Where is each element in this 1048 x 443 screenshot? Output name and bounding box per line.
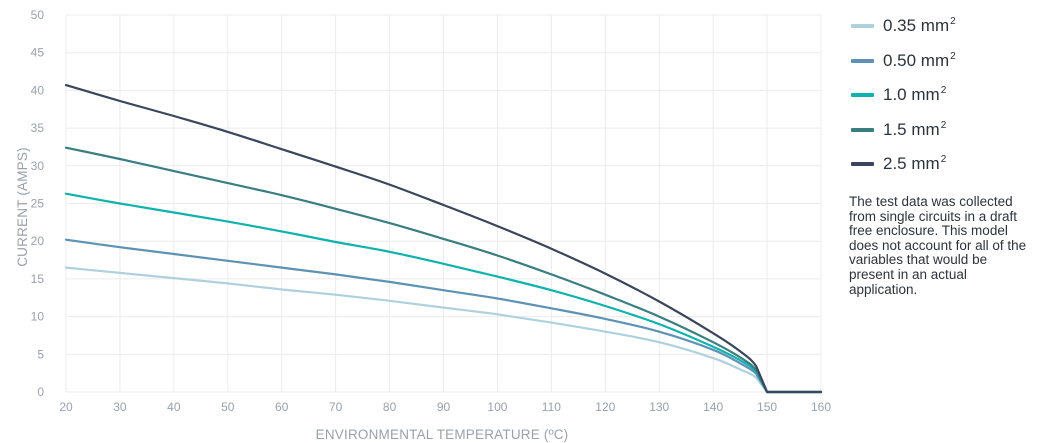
x-tick-label: 30: [113, 400, 127, 414]
legend-label-text: 1.5 mm: [883, 119, 940, 139]
y-tick-label: 35: [31, 121, 45, 135]
grid: [65, 14, 822, 393]
y-tick-label: 45: [31, 46, 45, 60]
x-tick-label: 160: [811, 400, 831, 414]
legend-label-text: 1.0 mm: [883, 85, 940, 105]
legend-unit-superscript: 2: [940, 119, 947, 131]
y-tick-label: 40: [31, 83, 45, 97]
x-tick-label: 20: [59, 400, 73, 414]
series-line-4: [64, 146, 823, 394]
legend-swatch: [851, 127, 874, 132]
x-tick-label: 50: [221, 400, 235, 414]
legend-label: 0.35 mm2: [883, 16, 956, 36]
x-tick-label: 40: [167, 400, 181, 414]
legend-label-text: 2.5 mm: [883, 154, 940, 174]
line-chart: 20 30 40 50 60 70 80 90 100 110 120 130 140 150 160 0 5 1…: [15, 8, 832, 442]
x-tick-label: 100: [487, 400, 507, 414]
legend-unit-superscript: 2: [940, 154, 947, 166]
x-tick-label: 90: [437, 400, 451, 414]
x-tick-label: 80: [383, 400, 397, 414]
legend-unit-superscript: 2: [950, 50, 956, 62]
chart-note: The test data was collected from single …: [849, 194, 1027, 297]
legend-item: 1.0 mm2: [851, 78, 1041, 113]
y-tick-label: 25: [31, 197, 45, 211]
legend-swatch: [851, 24, 874, 29]
series-line-5: [64, 84, 823, 394]
x-tick-label: 70: [329, 400, 343, 414]
legend-label: 1.0 mm2: [883, 85, 946, 105]
legend-item: 1.5 mm2: [851, 113, 1041, 148]
legend-unit-superscript: 2: [950, 16, 956, 28]
y-tick-label: 20: [31, 234, 45, 248]
legend-label-text: 0.50 mm: [883, 50, 950, 70]
x-tick-label: 60: [275, 400, 289, 414]
legend-unit-superscript: 2: [940, 85, 947, 97]
series-lines: [64, 84, 823, 394]
x-tick-label: 130: [649, 400, 669, 414]
legend-item: 0.35 mm2: [851, 9, 1041, 44]
legend-swatch: [851, 93, 874, 98]
legend-item: 2.5 mm2: [851, 147, 1041, 182]
y-tick-label: 15: [31, 272, 45, 286]
y-tick-label: 5: [37, 347, 44, 361]
y-tick-label: 10: [31, 310, 45, 324]
series-line-1: [64, 266, 823, 394]
legend-swatch: [851, 58, 874, 63]
y-tick-label: 0: [37, 385, 44, 399]
y-tick-label: 30: [31, 159, 45, 173]
x-tick-label: 150: [757, 400, 777, 414]
tick-labels: 20 30 40 50 60 70 80 90 100 110 120 130 140 150 160 0 5 1…: [31, 8, 832, 414]
legend: 0.35 mm2 0.50 mm2 1.0 mm2 1.5 mm2 2.5 mm2: [851, 9, 1041, 182]
y-axis-title: CURRENT (AMPS): [15, 147, 30, 267]
legend-label: 2.5 mm2: [883, 154, 946, 174]
x-tick-label: 120: [595, 400, 615, 414]
x-tick-label: 110: [542, 400, 561, 414]
legend-label: 0.50 mm2: [883, 51, 956, 71]
y-tick-label: 50: [31, 8, 45, 22]
legend-label-text: 0.35 mm: [883, 16, 950, 36]
x-tick-label: 140: [703, 400, 723, 414]
x-axis-title: ENVIRONMENTAL TEMPERATURE (ºC): [316, 427, 569, 442]
legend-item: 0.50 mm2: [851, 44, 1041, 79]
legend-label: 1.5 mm2: [883, 120, 946, 140]
legend-swatch: [851, 162, 874, 167]
